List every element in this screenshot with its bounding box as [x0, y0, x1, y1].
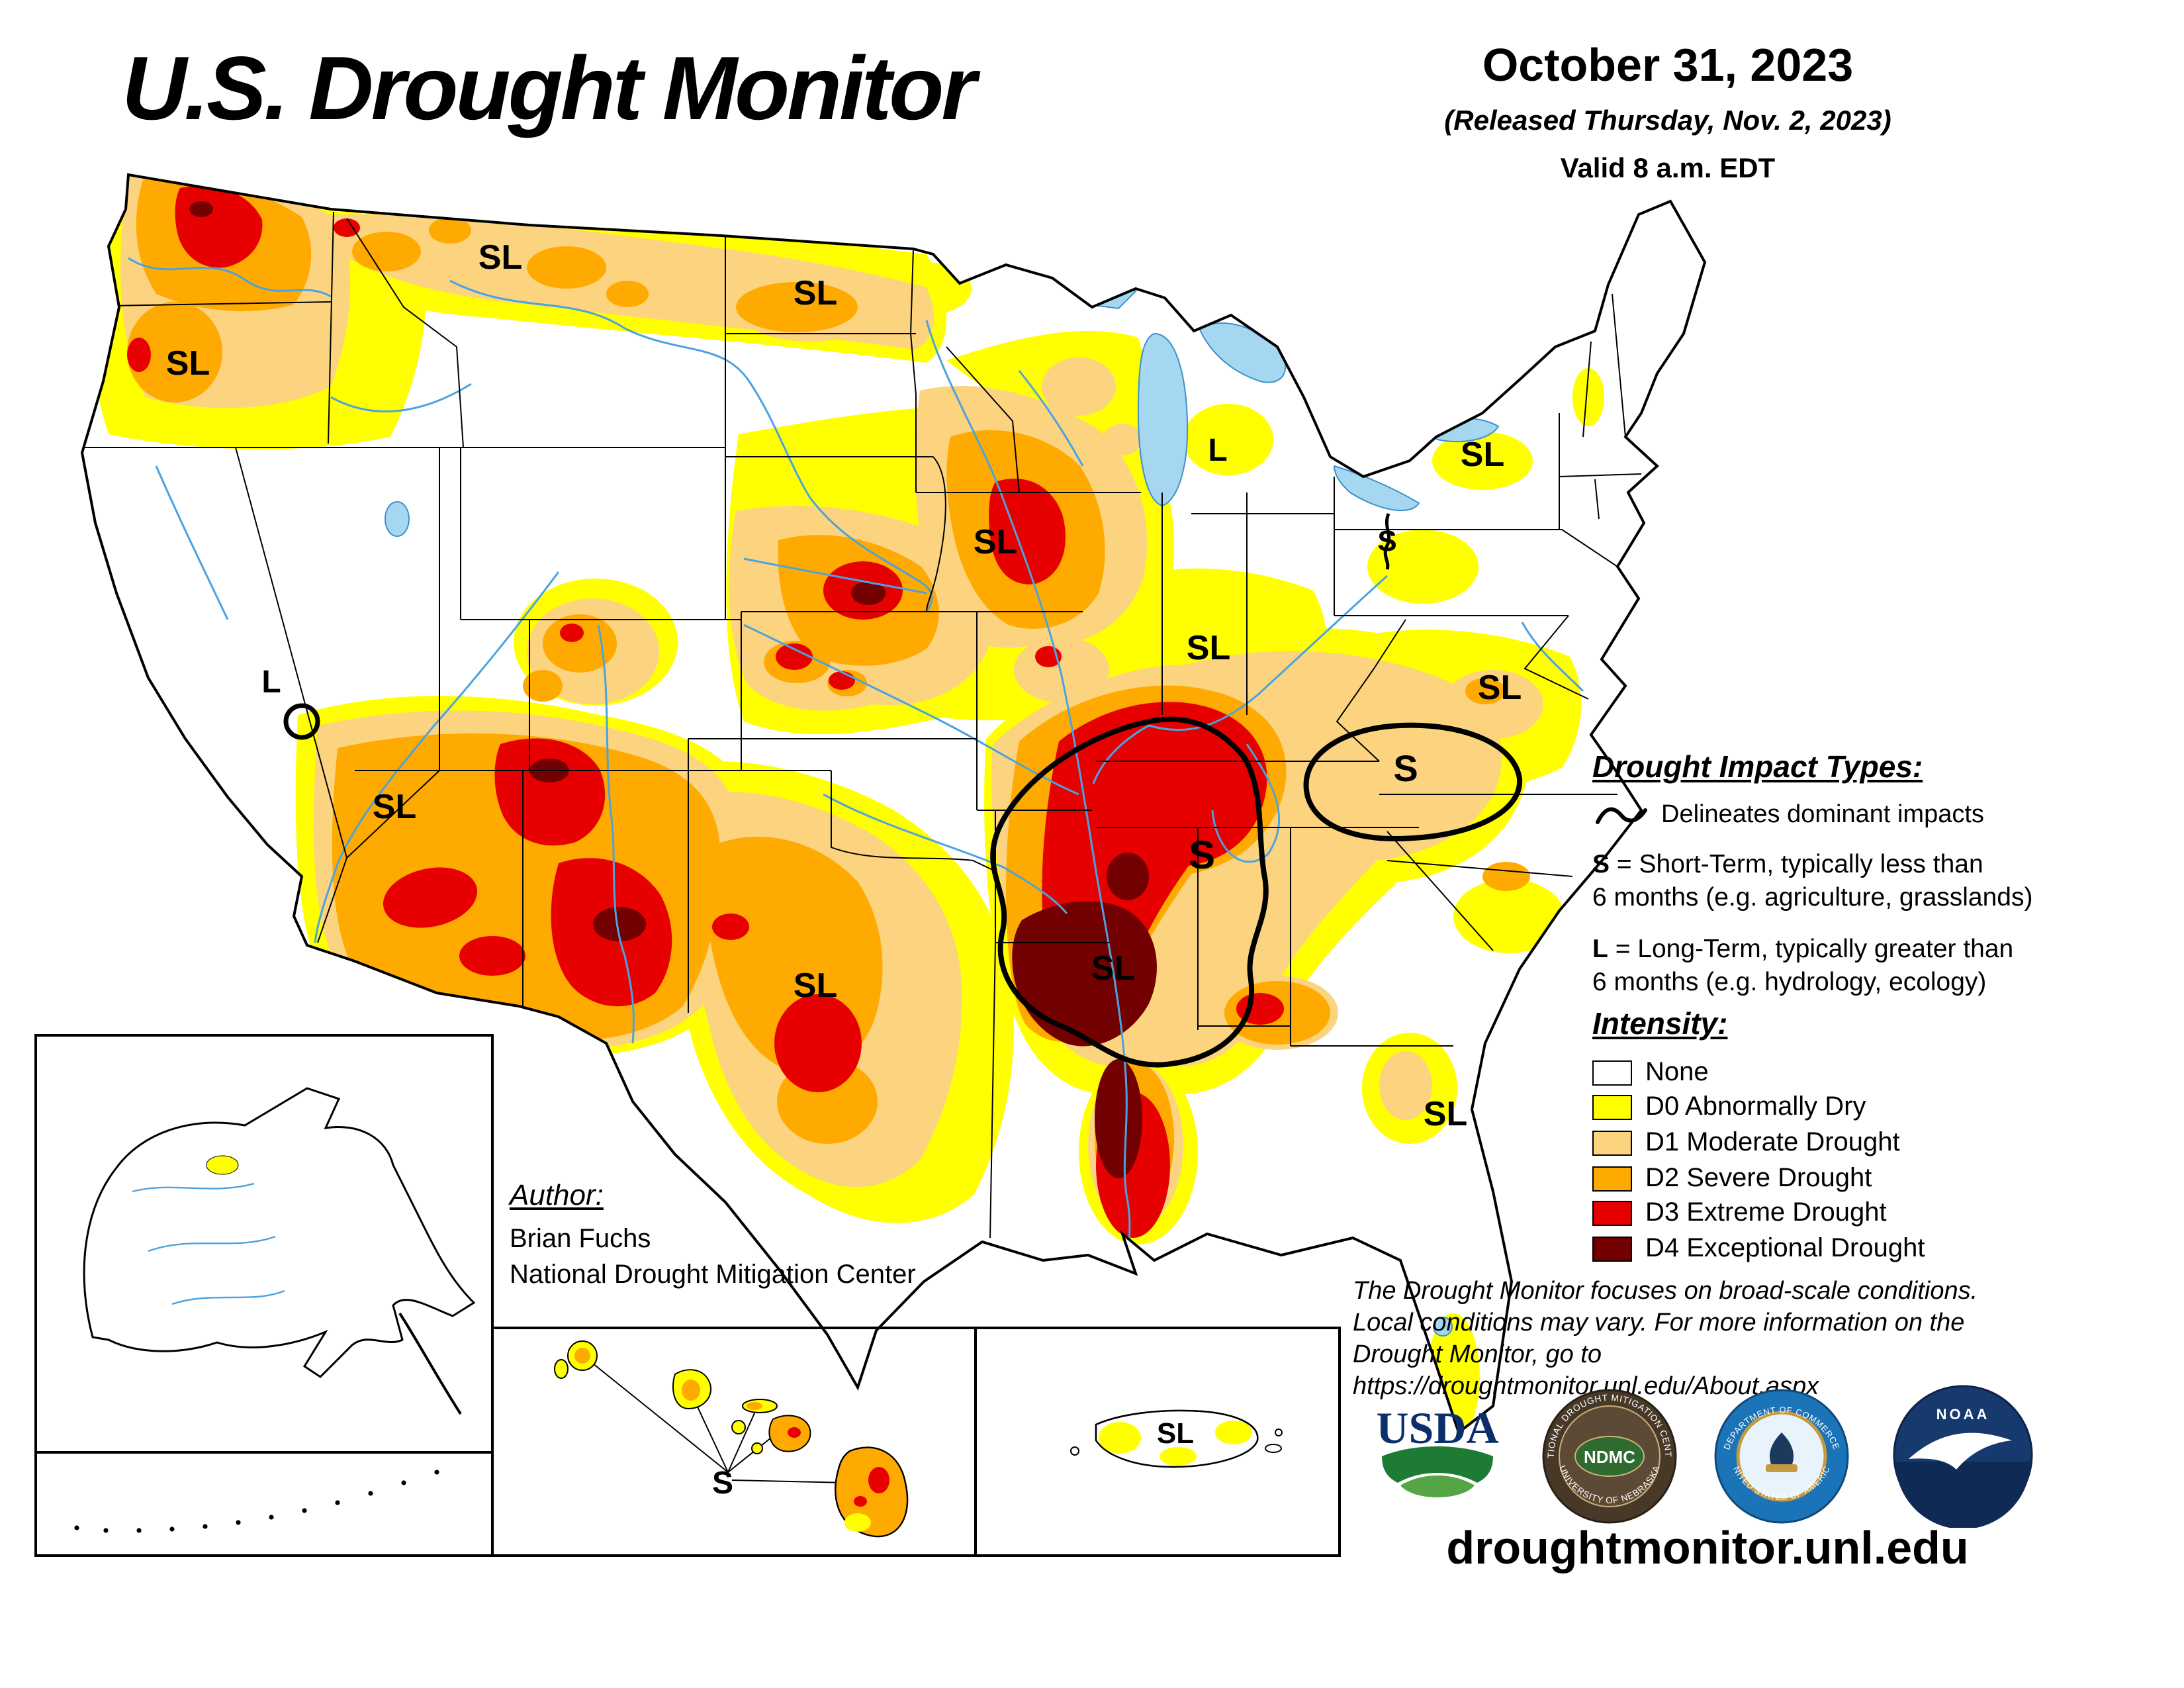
- map-label-iowa: SL: [974, 523, 1017, 561]
- map-label-pennsylvania: S: [1377, 525, 1396, 557]
- alaska-rivers: [132, 1182, 285, 1305]
- impact-delineation-outlines: [283, 513, 1523, 1068]
- alaska-inset: [34, 1034, 494, 1557]
- usda-logo: USDA: [1371, 1398, 1504, 1517]
- long-term-definition: L = Long-Term, typically greater than 6 …: [1592, 933, 2181, 1000]
- disclaimer-line2: Local conditions may vary. For more info…: [1353, 1309, 1965, 1337]
- hawaii-inset: S: [491, 1327, 977, 1557]
- conus-landmass: [82, 175, 1705, 1432]
- alaska-d0-spot: [206, 1155, 239, 1175]
- map-label-virginia: SL: [1478, 669, 1522, 707]
- long-term-letter: L: [1592, 935, 1608, 964]
- intensity-swatch-d1: [1592, 1130, 1632, 1156]
- noaa-lower-hemisphere: [1895, 1462, 2030, 1529]
- map-label-mississippi: S: [1189, 833, 1215, 877]
- short-term-definition: S = Short-Term, typically less than 6 mo…: [1592, 849, 2181, 915]
- intensity-label-d0: D0 Abnormally Dry: [1645, 1092, 1866, 1122]
- puerto-rico-inset: SL: [974, 1327, 1341, 1557]
- map-label-montana: SL: [478, 238, 522, 277]
- intensity-legend: Intensity: None D0 Abnormally Dry D1 Mod…: [1592, 1006, 1925, 1266]
- noaa-logo: NOAA: [1890, 1382, 2036, 1534]
- hawaii-islands: [554, 1340, 909, 1538]
- commerce-eagle-emblem: [1769, 1432, 1794, 1464]
- intensity-row-d0: D0 Abnormally Dry: [1592, 1090, 1925, 1125]
- valid-time: Valid 8 a.m. EDT: [1560, 154, 1776, 184]
- long-term-line1: = Long-Term, typically greater than: [1615, 935, 2014, 964]
- alaska-landmass: [83, 1087, 476, 1378]
- noaa-logo-text: NOAA: [1936, 1406, 1990, 1423]
- author-name: Brian Fuchs: [510, 1225, 651, 1254]
- intensity-swatch-d2: [1592, 1166, 1632, 1192]
- puerto-rico-drought: [1099, 1421, 1252, 1466]
- map-label-puerto-rico: SL: [1157, 1417, 1194, 1450]
- map-label-oregon: SL: [166, 344, 210, 383]
- usda-field-light: [1400, 1476, 1475, 1497]
- footer-url: droughtmonitor.unl.edu: [1446, 1523, 1969, 1574]
- map-label-texas: SL: [794, 966, 837, 1005]
- intensity-swatch-none: [1592, 1060, 1632, 1086]
- hawaii-label-lines: [592, 1363, 848, 1483]
- map-label-nevada: L: [261, 665, 281, 700]
- release-date: (Released Thursday, Nov. 2, 2023): [1444, 106, 1891, 136]
- map-label-hawaii: S: [712, 1466, 733, 1501]
- short-term-line2: 6 months (e.g. agriculture, grasslands): [1592, 883, 2033, 912]
- conus-outline: [80, 173, 1707, 1435]
- map-label-arizona: SL: [373, 788, 416, 826]
- map-label-north-dakota: SL: [794, 274, 837, 312]
- impact-types-heading: Drought Impact Types:: [1592, 749, 1923, 784]
- map-label-michigan: L: [1208, 433, 1227, 468]
- author-heading: Author:: [510, 1178, 604, 1211]
- rivers: [128, 257, 1584, 1253]
- intensity-row-d2: D2 Severe Drought: [1592, 1161, 1925, 1196]
- intensity-swatch-d3: [1592, 1201, 1632, 1227]
- commerce-seal-logo: DEPARTMENT OF COMMERCE UNITED STATES OF …: [1709, 1380, 1850, 1532]
- conus-map: SL SL SL SL L SL S SL SL L SL SL S SL S …: [80, 173, 1707, 1435]
- intensity-label-none: None: [1645, 1057, 1709, 1087]
- usda-field-dark: [1382, 1446, 1493, 1483]
- puerto-rico-small-islands: [1070, 1429, 1283, 1456]
- author-organization: National Drought Mitigation Center: [510, 1260, 916, 1289]
- map-label-georgia: S: [1393, 747, 1418, 789]
- short-term-line1: = Short-Term, typically less than: [1616, 850, 1983, 879]
- page-title: U.S. Drought Monitor: [122, 38, 976, 139]
- intensity-heading: Intensity:: [1592, 1006, 1728, 1041]
- long-term-line2: 6 months (e.g. hydrology, ecology): [1592, 968, 1987, 997]
- intensity-label-d1: D1 Moderate Drought: [1645, 1127, 1900, 1157]
- map-date: October 31, 2023: [1482, 40, 1854, 91]
- map-label-louisiana: SL: [1091, 949, 1135, 988]
- author-block: Author: Brian Fuchs National Drought Mit…: [510, 1178, 916, 1291]
- aleutian-islands: [74, 1470, 439, 1533]
- intensity-swatch-d4: [1592, 1236, 1632, 1262]
- map-label-kentucky: SL: [1187, 629, 1230, 667]
- map-impact-labels: SL SL SL SL L SL S SL SL L SL SL S SL S …: [166, 238, 1522, 1133]
- d4-exceptional-drought-layer: [189, 201, 1157, 1178]
- disclaimer-line1: The Drought Monitor focuses on broad-sca…: [1353, 1278, 1978, 1305]
- date-block: October 31, 2023 (Released Thursday, Nov…: [1363, 40, 1972, 185]
- ndmc-center-band: [1574, 1436, 1645, 1477]
- ndmc-logo: NATIONAL DROUGHT MITIGATION CENTER UNIVE…: [1537, 1380, 1678, 1532]
- squiggle-caption: Delineates dominant impacts: [1661, 801, 1984, 829]
- delineation-squiggle-icon: [1596, 807, 1647, 824]
- intensity-label-d3: D3 Extreme Drought: [1645, 1198, 1887, 1228]
- ndmc-logo-text: NDMC: [1584, 1447, 1635, 1467]
- intensity-row-none: None: [1592, 1055, 1925, 1090]
- commerce-emblem-base: [1766, 1464, 1797, 1472]
- state-borders: [82, 211, 1642, 1239]
- intensity-label-d2: D2 Severe Drought: [1645, 1163, 1872, 1193]
- usda-logo-text: USDA: [1376, 1403, 1498, 1453]
- intensity-label-d4: D4 Exceptional Drought: [1645, 1233, 1925, 1263]
- map-label-new-york: SL: [1461, 436, 1504, 474]
- impact-types-legend: Drought Impact Types: Delineates dominan…: [1592, 749, 2181, 1000]
- map-label-florida: SL: [1424, 1095, 1467, 1133]
- short-term-letter: S: [1592, 850, 1610, 879]
- intensity-row-d3: D3 Extreme Drought: [1592, 1196, 1925, 1231]
- intensity-swatch-d0: [1592, 1095, 1632, 1121]
- alaska-panhandle: [398, 1312, 462, 1415]
- intensity-row-d4: D4 Exceptional Drought: [1592, 1231, 1925, 1266]
- noaa-seabird-icon: [1909, 1432, 2012, 1470]
- intensity-row-d1: D1 Moderate Drought: [1592, 1125, 1925, 1160]
